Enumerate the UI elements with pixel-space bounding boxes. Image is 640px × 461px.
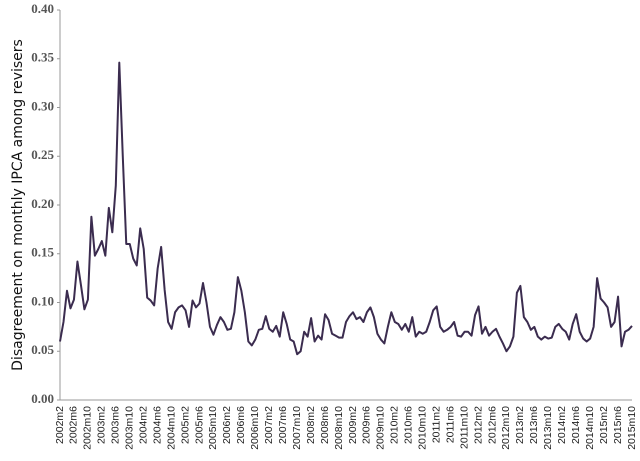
x-tick-label: 2002m10 xyxy=(82,406,94,450)
x-tick-label: 2011m10 xyxy=(458,406,470,449)
y-tick-label: 0.35 xyxy=(31,50,54,65)
x-tick-label: 2012m10 xyxy=(500,406,512,450)
x-tick-label: 2004m2 xyxy=(137,406,149,444)
x-tick-label: 2006m10 xyxy=(249,406,261,450)
y-tick-label: 0.30 xyxy=(31,98,54,113)
x-tick-label: 2002m6 xyxy=(68,406,80,444)
x-tick-label: 2005m10 xyxy=(207,406,219,450)
y-tick-label: 0.20 xyxy=(31,196,54,211)
x-tick-label: 2007m10 xyxy=(291,406,303,450)
x-tick-label: 2005m6 xyxy=(193,406,205,444)
x-tick-label: 2004m10 xyxy=(165,406,177,450)
x-tick-label: 2013m6 xyxy=(528,406,540,444)
y-tick-label: 0.40 xyxy=(31,1,54,16)
x-tick-label: 2002m2 xyxy=(54,406,66,444)
x-tick-label: 2003m2 xyxy=(96,406,108,444)
x-tick-label: 2004m6 xyxy=(151,406,163,444)
y-tick-label: 0.15 xyxy=(31,245,54,260)
x-tick-label: 2007m6 xyxy=(277,406,289,444)
x-tick-label: 2015m2 xyxy=(598,406,610,444)
x-tick-label: 2009m6 xyxy=(361,406,373,444)
x-tick-label: 2007m2 xyxy=(263,406,275,444)
x-tick-label: 2015m6 xyxy=(612,406,624,444)
data-line xyxy=(59,61,633,356)
x-tick-label: 2008m6 xyxy=(319,406,331,444)
x-tick-label: 2008m2 xyxy=(305,406,317,444)
x-tick-label: 2005m2 xyxy=(179,406,191,444)
x-tick-label: 2006m6 xyxy=(235,406,247,444)
x-tick-label: 2011m2 xyxy=(430,406,442,443)
y-tick-label: 0.10 xyxy=(31,293,54,308)
x-tick-label: 2009m2 xyxy=(347,406,359,444)
y-tick-label: 0.00 xyxy=(31,391,54,406)
x-tick-label: 2015m10 xyxy=(626,406,638,450)
x-tick-label: 2010m10 xyxy=(417,406,429,450)
x-tick-label: 2014m10 xyxy=(584,406,596,450)
x-tick-label: 2003m6 xyxy=(110,406,122,444)
x-tick-label: 2010m6 xyxy=(403,406,415,444)
y-axis-label: Disagreement on monthly IPCA among revis… xyxy=(10,39,26,371)
x-tick-label: 2012m6 xyxy=(486,406,498,444)
x-tick-label: 2006m2 xyxy=(221,406,233,444)
x-tick-label: 2012m2 xyxy=(472,406,484,444)
x-tick-label: 2011m6 xyxy=(444,406,456,443)
x-tick-label: 2008m10 xyxy=(333,406,345,450)
x-tick-label: 2013m2 xyxy=(514,406,526,444)
x-tick-label: 2003m10 xyxy=(124,406,136,450)
y-tick-label: 0.05 xyxy=(31,342,54,357)
x-tick-label: 2010m2 xyxy=(389,406,401,444)
x-tick-label: 2013m10 xyxy=(542,406,554,450)
x-tick-label: 2009m10 xyxy=(375,406,387,450)
x-tick-label: 2014m6 xyxy=(570,406,582,444)
x-tick-label: 2014m2 xyxy=(556,406,568,444)
y-tick-label: 0.25 xyxy=(31,147,54,162)
